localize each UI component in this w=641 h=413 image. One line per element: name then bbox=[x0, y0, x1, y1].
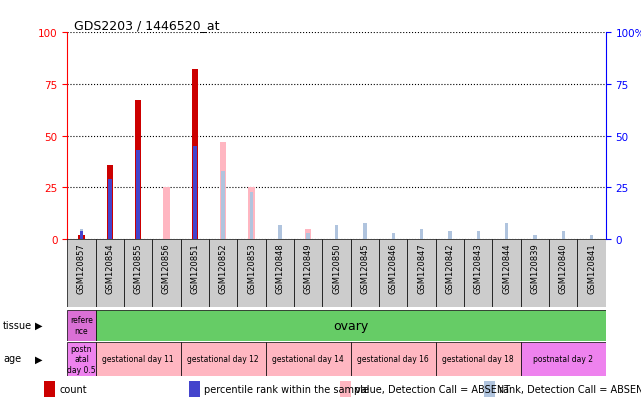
Bar bbox=[79, 229, 83, 240]
Text: GSM120850: GSM120850 bbox=[332, 243, 341, 294]
Text: GSM120851: GSM120851 bbox=[190, 243, 199, 294]
Bar bbox=[106, 165, 113, 240]
Text: gestational day 12: gestational day 12 bbox=[187, 354, 259, 363]
Bar bbox=[209, 240, 237, 308]
Bar bbox=[222, 171, 225, 240]
Bar bbox=[163, 188, 170, 240]
Bar bbox=[351, 240, 379, 308]
Text: GSM120848: GSM120848 bbox=[276, 243, 285, 294]
Text: GSM120854: GSM120854 bbox=[105, 243, 114, 294]
Bar bbox=[193, 147, 197, 240]
Bar bbox=[520, 240, 549, 308]
Bar bbox=[237, 240, 265, 308]
Bar bbox=[420, 229, 423, 240]
Text: GSM120843: GSM120843 bbox=[474, 243, 483, 294]
Bar bbox=[124, 240, 153, 308]
Bar bbox=[96, 342, 181, 376]
Text: ovary: ovary bbox=[333, 319, 369, 332]
Text: refere
nce: refere nce bbox=[70, 316, 93, 335]
Text: count: count bbox=[60, 384, 87, 394]
Bar bbox=[476, 231, 480, 240]
Bar bbox=[379, 240, 408, 308]
Bar bbox=[250, 192, 253, 240]
Bar bbox=[181, 240, 209, 308]
Text: GSM120846: GSM120846 bbox=[388, 243, 397, 294]
Text: GSM120845: GSM120845 bbox=[360, 243, 369, 294]
Bar bbox=[249, 188, 254, 240]
Text: rank, Detection Call = ABSENT: rank, Detection Call = ABSENT bbox=[499, 384, 641, 394]
Bar bbox=[549, 240, 578, 308]
Text: postnatal day 2: postnatal day 2 bbox=[533, 354, 593, 363]
Text: GSM120839: GSM120839 bbox=[530, 243, 539, 294]
Text: GSM120857: GSM120857 bbox=[77, 243, 86, 294]
Text: GSM120855: GSM120855 bbox=[134, 243, 143, 294]
Bar bbox=[492, 240, 520, 308]
Bar bbox=[408, 240, 436, 308]
Bar bbox=[181, 342, 265, 376]
Text: GSM120849: GSM120849 bbox=[304, 243, 313, 294]
Text: percentile rank within the sample: percentile rank within the sample bbox=[204, 384, 369, 394]
Text: gestational day 18: gestational day 18 bbox=[442, 354, 514, 363]
Bar bbox=[335, 225, 338, 240]
Text: GSM120847: GSM120847 bbox=[417, 243, 426, 294]
Bar bbox=[135, 101, 141, 240]
Bar bbox=[305, 229, 312, 240]
Text: gestational day 11: gestational day 11 bbox=[103, 354, 174, 363]
Text: GSM120852: GSM120852 bbox=[219, 243, 228, 294]
Bar bbox=[96, 240, 124, 308]
Text: GSM120842: GSM120842 bbox=[445, 243, 454, 294]
Bar bbox=[153, 240, 181, 308]
Text: GDS2203 / 1446520_at: GDS2203 / 1446520_at bbox=[74, 19, 219, 31]
Text: tissue: tissue bbox=[3, 320, 32, 330]
Bar bbox=[189, 382, 200, 397]
Text: gestational day 16: gestational day 16 bbox=[357, 354, 429, 363]
Bar bbox=[322, 240, 351, 308]
Bar bbox=[436, 240, 464, 308]
Text: gestational day 14: gestational day 14 bbox=[272, 354, 344, 363]
Bar bbox=[485, 382, 495, 397]
Text: value, Detection Call = ABSENT: value, Detection Call = ABSENT bbox=[355, 384, 510, 394]
Bar bbox=[363, 223, 367, 240]
Text: ▶: ▶ bbox=[35, 354, 43, 363]
Bar bbox=[578, 240, 606, 308]
Text: GSM120844: GSM120844 bbox=[502, 243, 511, 294]
Bar bbox=[265, 342, 351, 376]
Bar bbox=[79, 231, 83, 240]
Bar bbox=[67, 342, 96, 376]
Text: GSM120853: GSM120853 bbox=[247, 243, 256, 294]
Text: GSM120856: GSM120856 bbox=[162, 243, 171, 294]
Text: GSM120841: GSM120841 bbox=[587, 243, 596, 294]
Text: ▶: ▶ bbox=[35, 320, 43, 330]
Text: postn
atal
day 0.5: postn atal day 0.5 bbox=[67, 344, 96, 374]
Bar bbox=[294, 240, 322, 308]
Bar bbox=[351, 342, 436, 376]
Text: age: age bbox=[3, 354, 21, 363]
Bar bbox=[108, 180, 112, 240]
Bar bbox=[590, 235, 594, 240]
Bar bbox=[340, 382, 351, 397]
Bar bbox=[533, 235, 537, 240]
Bar bbox=[192, 70, 198, 240]
Bar bbox=[67, 310, 96, 341]
Bar bbox=[436, 342, 520, 376]
Bar bbox=[306, 233, 310, 240]
Bar bbox=[67, 240, 96, 308]
Bar bbox=[278, 225, 281, 240]
Text: GSM120840: GSM120840 bbox=[559, 243, 568, 294]
Bar bbox=[392, 233, 395, 240]
Bar bbox=[448, 231, 451, 240]
Bar bbox=[78, 235, 85, 240]
Bar bbox=[520, 342, 606, 376]
Bar bbox=[464, 240, 492, 308]
Bar bbox=[505, 223, 508, 240]
Bar bbox=[137, 151, 140, 240]
Bar bbox=[265, 240, 294, 308]
Bar bbox=[44, 382, 55, 397]
Bar bbox=[220, 142, 226, 240]
Bar bbox=[562, 231, 565, 240]
